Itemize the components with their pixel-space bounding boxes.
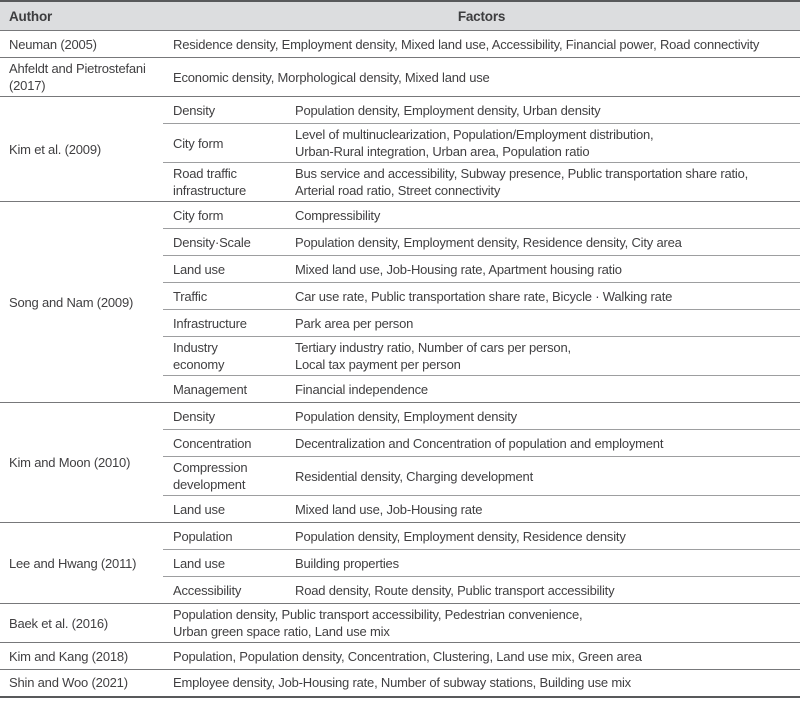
- category-cell: Density·Scale: [163, 228, 291, 256]
- factors-cell: Population density, Employment density, …: [291, 522, 800, 550]
- category-cell: City form: [163, 201, 291, 229]
- author-column-header: Author: [0, 1, 163, 31]
- factors-cell: Road density, Route density, Public tran…: [291, 576, 800, 604]
- author-cell: Shin and Woo (2021): [0, 669, 163, 697]
- table-row: Industry economy Tertiary industry ratio…: [0, 336, 800, 376]
- table-row: Land use Mixed land use, Job-Housing rat…: [0, 495, 800, 523]
- table-row: Neuman (2005) Residence density, Employm…: [0, 30, 800, 58]
- factors-cell: Car use rate, Public transportation shar…: [291, 282, 800, 310]
- category-cell: Population: [163, 522, 291, 550]
- table-row: Concentration Decentralization and Conce…: [0, 429, 800, 457]
- header-row: Author Factors: [0, 1, 800, 31]
- factors-cell: Park area per person: [291, 309, 800, 337]
- factors-cell: Employee density, Job-Housing rate, Numb…: [163, 669, 800, 697]
- author-cell: Baek et al. (2016): [0, 603, 163, 643]
- factors-cell: Population density, Employment density, …: [291, 96, 800, 124]
- category-cell: Traffic: [163, 282, 291, 310]
- factors-cell: Mixed land use, Job-Housing rate, Apartm…: [291, 255, 800, 283]
- table-row: Baek et al. (2016) Population density, P…: [0, 603, 800, 643]
- table-row: Road traffic infrastructure Bus service …: [0, 162, 800, 202]
- author-cell: Song and Nam (2009): [0, 201, 163, 403]
- factors-cell: Financial independence: [291, 375, 800, 403]
- factors-cell: Tertiary industry ratio, Number of cars …: [291, 336, 800, 376]
- category-cell: City form: [163, 123, 291, 163]
- author-cell: Kim et al. (2009): [0, 96, 163, 202]
- table-row: Kim and Kang (2018) Population, Populati…: [0, 642, 800, 670]
- category-cell: Compression development: [163, 456, 291, 496]
- factors-cell: Level of multinuclearization, Population…: [291, 123, 800, 163]
- table-header: Author Factors: [0, 1, 800, 31]
- category-cell: Concentration: [163, 429, 291, 457]
- factors-cell: Population density, Public transport acc…: [163, 603, 800, 643]
- table-row: Kim et al. (2009) Density Population den…: [0, 96, 800, 202]
- table-row: Accessibility Road density, Route densit…: [0, 576, 800, 604]
- category-cell: Land use: [163, 255, 291, 283]
- factors-cell: Compressibility: [291, 201, 800, 229]
- table-row: City form Level of multinuclearization, …: [0, 123, 800, 163]
- author-cell: Kim and Kang (2018): [0, 642, 163, 670]
- category-cell: Infrastructure: [163, 309, 291, 337]
- factors-cell: Decentralization and Concentration of po…: [291, 429, 800, 457]
- table-row: Lee and Hwang (2011) Population Populati…: [0, 522, 800, 604]
- category-cell: Road traffic infrastructure: [163, 162, 291, 202]
- table-row: Traffic Car use rate, Public transportat…: [0, 282, 800, 310]
- category-cell: Land use: [163, 495, 291, 523]
- factors-cell: Residence density, Employment density, M…: [163, 30, 800, 58]
- table-row: Ahfeldt and Pietrostefani (2017) Economi…: [0, 57, 800, 97]
- factors-cell: Population density, Employment density, …: [291, 228, 800, 256]
- factors-cell: Population density, Employment density: [291, 402, 800, 430]
- factors-cell: Population, Population density, Concentr…: [163, 642, 800, 670]
- factors-cell: Mixed land use, Job-Housing rate: [291, 495, 800, 523]
- factors-cell: Bus service and accessibility, Subway pr…: [291, 162, 800, 202]
- author-cell: Neuman (2005): [0, 30, 163, 58]
- category-cell: Accessibility: [163, 576, 291, 604]
- factors-cell: Building properties: [291, 549, 800, 577]
- author-cell: Ahfeldt and Pietrostefani (2017): [0, 57, 163, 97]
- category-cell: Land use: [163, 549, 291, 577]
- table-row: Shin and Woo (2021) Employee density, Jo…: [0, 669, 800, 697]
- author-cell: Kim and Moon (2010): [0, 402, 163, 523]
- table-row: Land use Building properties: [0, 549, 800, 577]
- table-row: Infrastructure Park area per person: [0, 309, 800, 337]
- category-cell: Management: [163, 375, 291, 403]
- author-cell: Lee and Hwang (2011): [0, 522, 163, 604]
- table-row: Kim and Moon (2010) Density Population d…: [0, 402, 800, 523]
- table-row: Song and Nam (2009) City form Compressib…: [0, 201, 800, 403]
- factors-cell: Residential density, Charging developmen…: [291, 456, 800, 496]
- category-cell: Industry economy: [163, 336, 291, 376]
- table-row: Compression development Residential dens…: [0, 456, 800, 496]
- factors-cell: Economic density, Morphological density,…: [163, 57, 800, 97]
- table-row: Land use Mixed land use, Job-Housing rat…: [0, 255, 800, 283]
- table-row: Management Financial independence: [0, 375, 800, 403]
- category-cell: Density: [163, 402, 291, 430]
- table-row: Density·Scale Population density, Employ…: [0, 228, 800, 256]
- factors-column-header: Factors: [163, 1, 800, 31]
- category-cell: Density: [163, 96, 291, 124]
